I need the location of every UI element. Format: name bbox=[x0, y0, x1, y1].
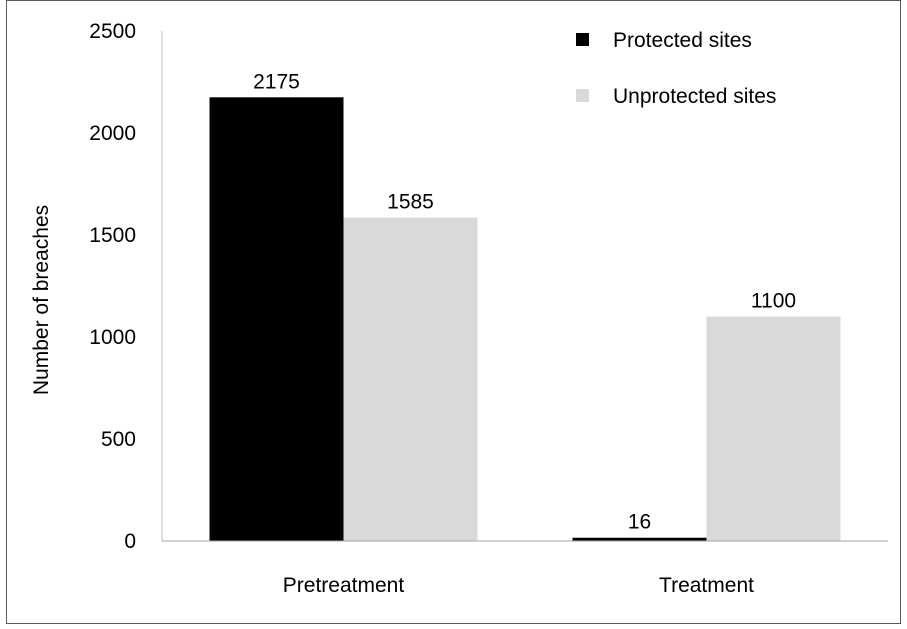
y-tick-label: 0 bbox=[124, 530, 136, 553]
data-label: 1585 bbox=[387, 191, 434, 214]
y-tick-label: 2000 bbox=[89, 122, 136, 145]
y-tick-label: 1500 bbox=[89, 224, 136, 247]
bar-treatment-unprotected bbox=[706, 316, 841, 541]
legend-label: Protected sites bbox=[613, 29, 752, 52]
legend: Protected sites Unprotected sites bbox=[576, 29, 776, 108]
y-tick-label: 500 bbox=[101, 428, 136, 451]
category-label: Treatment bbox=[659, 574, 754, 597]
legend-swatch bbox=[576, 89, 589, 102]
y-tick-label: 1000 bbox=[89, 326, 136, 349]
bar-treatment-protected bbox=[572, 537, 707, 541]
data-label: 2175 bbox=[253, 70, 300, 93]
data-label: 1100 bbox=[751, 290, 796, 313]
y-axis-ticks: 0 500 1000 1500 2000 2500 bbox=[89, 20, 136, 553]
bar-pretreatment-unprotected bbox=[343, 217, 478, 541]
y-tick-label: 2500 bbox=[89, 20, 136, 43]
data-label: 16 bbox=[628, 511, 651, 534]
category-label: Pretreatment bbox=[283, 574, 405, 597]
data-labels: 2175 1585 16 1100 bbox=[253, 70, 796, 533]
legend-swatch bbox=[576, 33, 589, 46]
bar-pretreatment-protected bbox=[209, 97, 344, 542]
legend-label: Unprotected sites bbox=[613, 85, 776, 108]
bars bbox=[209, 97, 841, 542]
category-labels: Pretreatment Treatment bbox=[283, 574, 754, 597]
y-axis-title: Number of breaches bbox=[30, 205, 53, 395]
